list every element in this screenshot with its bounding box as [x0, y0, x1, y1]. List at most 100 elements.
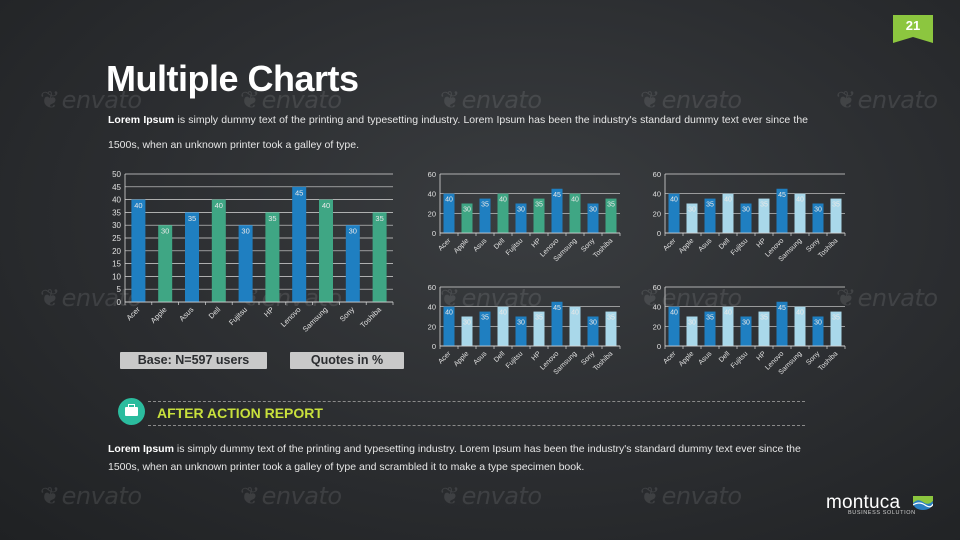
x-tick-label: Acer	[125, 305, 143, 323]
bar	[443, 306, 455, 346]
data-label: 30	[517, 207, 525, 214]
bar	[265, 212, 280, 302]
x-tick-label: Acer	[437, 237, 453, 253]
data-label: 35	[535, 202, 543, 209]
data-label: 40	[445, 310, 453, 317]
bar	[740, 203, 752, 233]
data-label: 35	[760, 202, 768, 209]
bar	[794, 193, 806, 233]
bar	[533, 198, 545, 233]
data-label: 30	[463, 320, 471, 327]
y-tick-label: 30	[112, 221, 121, 230]
x-tick-label: HP	[756, 237, 768, 249]
x-tick-label: Toshiba	[592, 350, 614, 372]
bar	[776, 188, 788, 233]
intro-paragraph: Lorem Ipsum is simply dummy text of the …	[108, 108, 808, 158]
y-tick-label: 50	[112, 170, 121, 179]
bar	[812, 203, 824, 233]
x-tick-label: Fujitsu	[730, 237, 750, 257]
x-tick-label: Sony	[805, 350, 822, 367]
data-label: 30	[814, 207, 822, 214]
bar-chart-small-1: 0 20 40 60 40 Acer 30 Apple 35 Asus 40 Dell 30 Fujits…	[428, 170, 621, 263]
bar	[830, 311, 842, 346]
watermark: envato	[240, 86, 342, 114]
bar	[704, 198, 716, 233]
data-label: 30	[688, 207, 696, 214]
y-tick-label: 35	[112, 208, 121, 217]
bar	[569, 306, 581, 346]
bar	[668, 193, 680, 233]
page-title: Multiple Charts	[106, 58, 359, 99]
x-tick-label: Lenovo	[279, 305, 303, 329]
x-tick-label: Sony	[580, 350, 597, 367]
bar	[758, 311, 770, 346]
y-tick-label: 5	[117, 285, 122, 294]
x-tick-label: Toshiba	[817, 237, 839, 259]
x-tick-label: Dell	[207, 305, 223, 321]
x-tick-label: Apple	[678, 237, 696, 255]
watermark: envato	[836, 86, 938, 114]
x-tick-label: Fujitsu	[730, 350, 750, 370]
bar	[740, 316, 752, 346]
y-tick-label: 10	[112, 272, 121, 281]
base-users-button[interactable]: Base: N=597 users	[120, 352, 267, 369]
y-tick-label: 60	[428, 170, 436, 179]
x-tick-label: HP	[531, 350, 543, 362]
data-label: 30	[742, 320, 750, 327]
data-label: 35	[535, 315, 543, 322]
y-tick-label: 60	[653, 170, 661, 179]
data-label: 30	[742, 207, 750, 214]
x-tick-label: Asus	[697, 350, 713, 366]
briefcase-icon	[118, 398, 145, 425]
data-label: 35	[832, 202, 840, 209]
bar	[794, 306, 806, 346]
y-tick-label: 0	[432, 342, 436, 351]
bar	[372, 212, 387, 302]
bar	[830, 198, 842, 233]
bar	[686, 203, 698, 233]
bar	[605, 311, 617, 346]
bar	[605, 198, 617, 233]
x-tick-label: HP	[531, 237, 543, 249]
x-tick-label: Sony	[580, 237, 597, 254]
bar	[497, 306, 509, 346]
bar-chart-main: 0 5 10 15 20 25 30 35 40 45 50 40 Acer 30 Apple 35 Asus 4…	[112, 170, 394, 334]
data-label: 40	[134, 201, 142, 210]
x-tick-label: Dell	[493, 350, 507, 364]
x-tick-label: Toshiba	[592, 237, 614, 259]
bar	[776, 301, 788, 346]
bar	[812, 316, 824, 346]
x-tick-label: Acer	[437, 350, 453, 366]
x-tick-label: Fujitsu	[505, 350, 525, 370]
x-tick-label: Sony	[338, 305, 357, 324]
data-label: 35	[706, 315, 714, 322]
bar	[319, 199, 333, 302]
bar	[158, 225, 173, 302]
x-tick-label: Apple	[453, 237, 471, 255]
report-bold: Lorem Ipsum	[108, 443, 174, 455]
watermark: envato	[240, 482, 342, 510]
data-label: 45	[295, 188, 303, 197]
data-label: 35	[268, 214, 276, 223]
data-label: 40	[670, 197, 678, 204]
bar	[686, 316, 698, 346]
watermark: envato	[836, 284, 938, 312]
x-tick-label: Acer	[662, 237, 678, 253]
bar	[461, 316, 473, 346]
y-tick-label: 20	[428, 322, 436, 331]
data-label: 30	[814, 320, 822, 327]
x-tick-label: Samsung	[301, 305, 330, 334]
bar-chart-small-2: 0 20 40 60 40 Acer 30 Apple 35 Asus 40 Dell 30 Fujits…	[653, 170, 846, 263]
y-tick-label: 60	[428, 283, 436, 292]
watermark: envato	[40, 482, 142, 510]
wave-logo-icon	[913, 496, 933, 510]
data-label: 35	[375, 214, 383, 223]
x-tick-label: HP	[262, 305, 276, 319]
data-label: 35	[481, 315, 489, 322]
x-tick-label: Sony	[805, 237, 822, 254]
quotes-button[interactable]: Quotes in %	[290, 352, 404, 369]
x-tick-label: Asus	[177, 305, 195, 323]
x-tick-label: Asus	[472, 237, 488, 253]
bar	[551, 301, 563, 346]
y-tick-label: 40	[653, 303, 661, 312]
